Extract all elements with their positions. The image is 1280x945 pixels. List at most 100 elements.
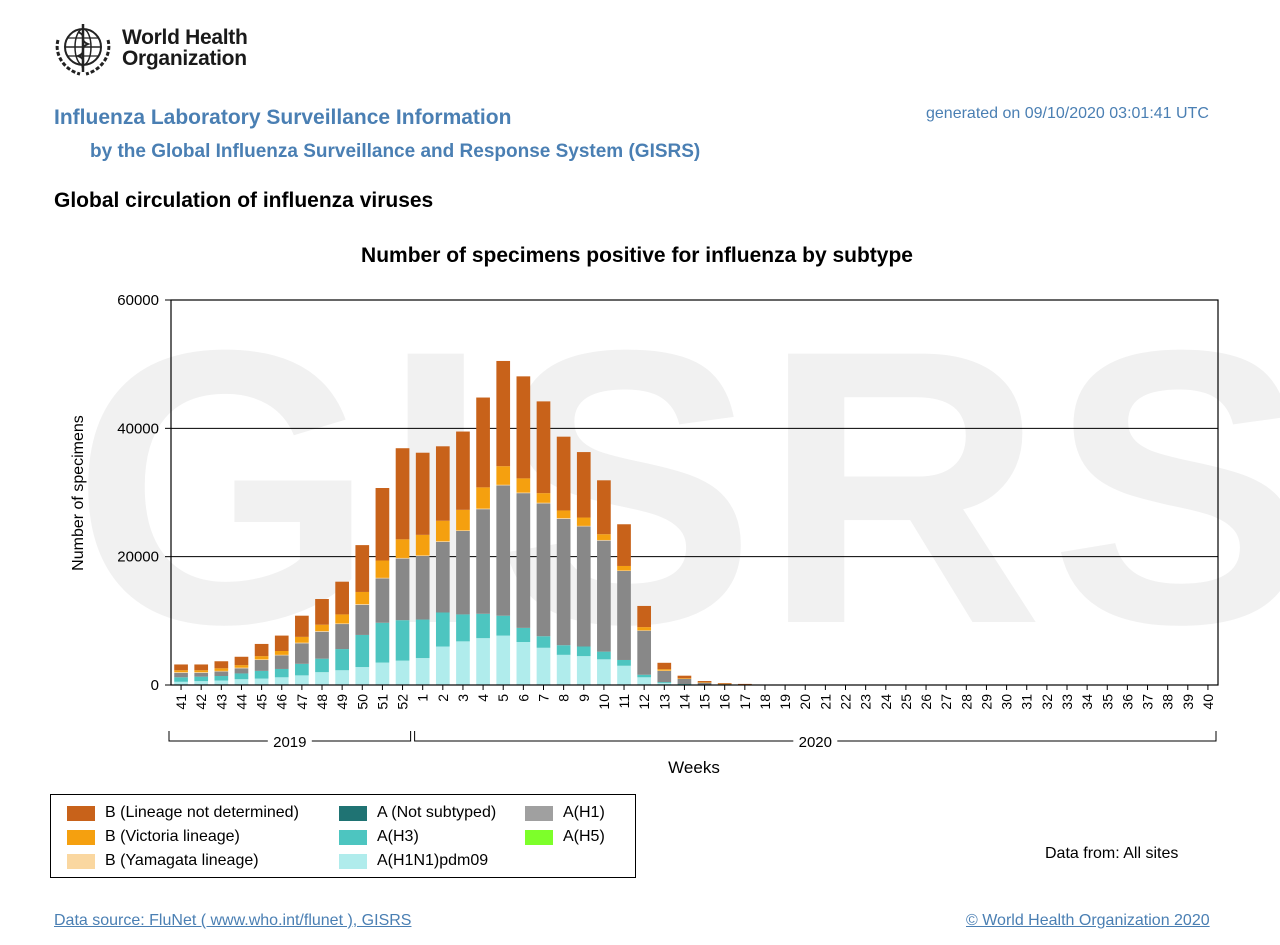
x-tick-label: 9 [576, 694, 592, 702]
watermark: GISRS [72, 269, 1280, 705]
bar-segment [576, 656, 591, 685]
bar-segment [335, 581, 349, 615]
legend-item: B (Victoria lineage) [67, 828, 240, 846]
bar-segment [234, 656, 249, 666]
copyright-link[interactable]: © World Health Organization 2020 [966, 912, 1210, 929]
bar-segment [536, 401, 551, 494]
bar-segment [315, 672, 329, 685]
legend-label: A(H5) [563, 828, 605, 845]
year-label: 2020 [799, 734, 832, 751]
x-tick-label: 5 [495, 694, 511, 702]
bar-segment [254, 656, 269, 660]
x-tick-label: 8 [556, 694, 572, 702]
legend-label: B (Yamagata lineage) [105, 852, 259, 869]
bar-segment [355, 634, 370, 668]
bar-segment [556, 654, 571, 685]
bar-segment [335, 649, 349, 671]
bar-segment [254, 643, 269, 657]
data-source-link[interactable]: Data source: FluNet ( www.who.int/flunet… [54, 912, 412, 929]
bar-segment [335, 624, 349, 650]
bar-segment [496, 360, 511, 467]
who-logo-icon [52, 20, 114, 78]
bar-segment [536, 493, 551, 503]
bar-segment [536, 636, 551, 648]
bar-segment [597, 534, 611, 540]
x-tick-label: 38 [1160, 694, 1176, 710]
bar-segment [637, 674, 652, 678]
bar-segment [214, 668, 229, 671]
bar-segment [677, 684, 692, 685]
x-tick-label: 48 [314, 694, 330, 710]
legend-swatch [339, 829, 367, 845]
bar-segment [194, 681, 209, 685]
bar-segment [597, 651, 611, 660]
legend-item: A(H1) [525, 804, 605, 822]
who-logo-text: World Health Organization [122, 27, 248, 69]
bar-segment [214, 661, 229, 669]
bar-segment [274, 654, 289, 656]
bar-segment [435, 541, 450, 542]
y-tick-label: 20000 [117, 549, 159, 566]
x-tick-label: 40 [1200, 694, 1216, 710]
legend-swatch [339, 853, 367, 869]
bar-segment [194, 670, 209, 673]
bar-segment [174, 677, 188, 682]
bar-segment [617, 659, 631, 666]
bar-segment [617, 565, 631, 571]
bar-segment [637, 630, 652, 675]
bar-segment [355, 545, 370, 592]
legend: B (Lineage not determined) B (Victoria li… [50, 794, 636, 878]
bar-segment [456, 614, 470, 642]
bar-segment [315, 631, 329, 632]
bar-segment [476, 613, 490, 639]
bar-segment [556, 518, 571, 519]
bar-segment [516, 492, 531, 494]
bar-segment [194, 672, 209, 677]
year-label: 2019 [273, 734, 306, 751]
bar-segment [556, 436, 571, 511]
bar-segment [617, 570, 631, 571]
x-tick-label: 6 [515, 694, 531, 702]
bar-segment [174, 681, 188, 685]
bar-segment [274, 655, 289, 669]
legend-item: A(H5) [525, 828, 605, 846]
x-tick-label: 41 [173, 694, 189, 710]
bar-segment [717, 683, 732, 685]
bar-segment [516, 627, 531, 643]
bar-segment [516, 493, 531, 628]
bar-segment [597, 659, 611, 685]
bar-segment [637, 605, 652, 628]
bar-segment [274, 677, 289, 685]
x-tick-label: 27 [938, 694, 954, 710]
bar-segment [395, 660, 410, 685]
section-title: Global circulation of influenza viruses [54, 189, 434, 212]
org-name-line2: Organization [122, 47, 247, 70]
x-tick-label: 16 [717, 694, 733, 710]
bar-segment [295, 636, 309, 643]
bar-segment [576, 525, 591, 527]
legend-label: A(H1N1)pdm09 [377, 852, 489, 869]
bar-segment [335, 623, 349, 625]
bar-segment [456, 530, 470, 531]
bar-segment [657, 683, 672, 685]
x-tick-label: 7 [535, 694, 551, 702]
x-tick-label: 13 [656, 694, 672, 710]
bar-segment [435, 446, 450, 521]
bar-segment [597, 539, 611, 541]
page-title: Influenza Laboratory Surveillance Inform… [54, 106, 512, 129]
bar-segment [355, 667, 370, 685]
legend-label: A(H1) [563, 804, 605, 821]
bar-segment [315, 624, 329, 632]
bar-segment [516, 376, 531, 479]
bar-segment [174, 672, 188, 678]
x-tick-label: 10 [596, 694, 612, 710]
year-label-bg [267, 732, 312, 750]
bar-segment [194, 672, 209, 673]
bar-segment [274, 650, 289, 655]
bar-segment [697, 681, 712, 683]
bar-segment [476, 638, 490, 685]
bar-segment [496, 466, 511, 485]
x-tick-label: 19 [777, 694, 793, 710]
org-name-line1: World Health [122, 26, 248, 49]
bar-segment [496, 615, 511, 636]
